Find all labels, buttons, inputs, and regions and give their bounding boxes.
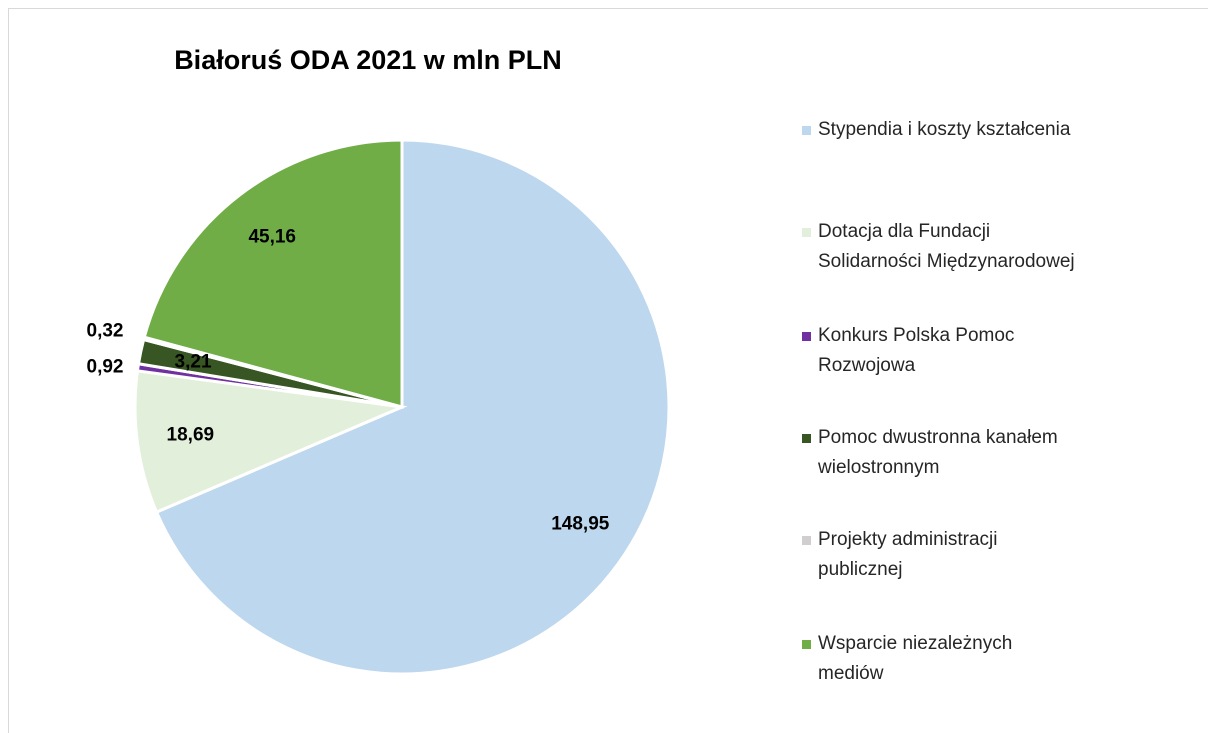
legend-swatch xyxy=(802,228,811,237)
legend-item: Projekty administracji publicznej xyxy=(802,525,1078,585)
data-label: 18,69 xyxy=(167,425,215,446)
data-label: 45,16 xyxy=(248,226,296,247)
pie-slice xyxy=(133,369,408,515)
legend-label: Wsparcie niezależnych mediów xyxy=(818,633,1013,684)
data-label: 148,95 xyxy=(551,514,610,535)
legend-label: Konkurs Polska Pomoc Rozwojowa xyxy=(818,325,1015,376)
pie-slice xyxy=(142,138,404,409)
legend-label: Projekty administracji publicznej xyxy=(818,529,998,580)
legend-item: Dotacja dla Fundacji Solidarności Między… xyxy=(802,217,1078,277)
legend-swatch xyxy=(802,332,811,341)
legend-swatch xyxy=(802,434,811,443)
legend-swatch xyxy=(802,640,811,649)
legend-swatch xyxy=(802,536,811,545)
legend-item: Pomoc dwustronna kanałem wielostronnym xyxy=(802,423,1178,483)
chart-title: Białoruś ODA 2021 w mln PLN xyxy=(174,45,562,75)
legend-item: Konkurs Polska Pomoc Rozwojowa xyxy=(802,321,1078,381)
legend-label: Dotacja dla Fundacji Solidarności Między… xyxy=(818,221,1075,272)
pie-slice xyxy=(154,138,671,676)
data-label: 3,21 xyxy=(175,352,212,373)
legend-label: Pomoc dwustronna kanałem wielostronnym xyxy=(818,427,1058,478)
legend-item: Stypendia i koszty kształcenia xyxy=(802,115,1178,145)
legend-swatch xyxy=(802,126,811,135)
data-label: 0,92 xyxy=(87,356,124,377)
legend-item: Wsparcie niezależnych mediów xyxy=(802,629,1078,689)
chart-frame xyxy=(8,8,1208,733)
legend-label: Stypendia i koszty kształcenia xyxy=(818,119,1071,140)
data-label: 0,32 xyxy=(87,320,124,341)
